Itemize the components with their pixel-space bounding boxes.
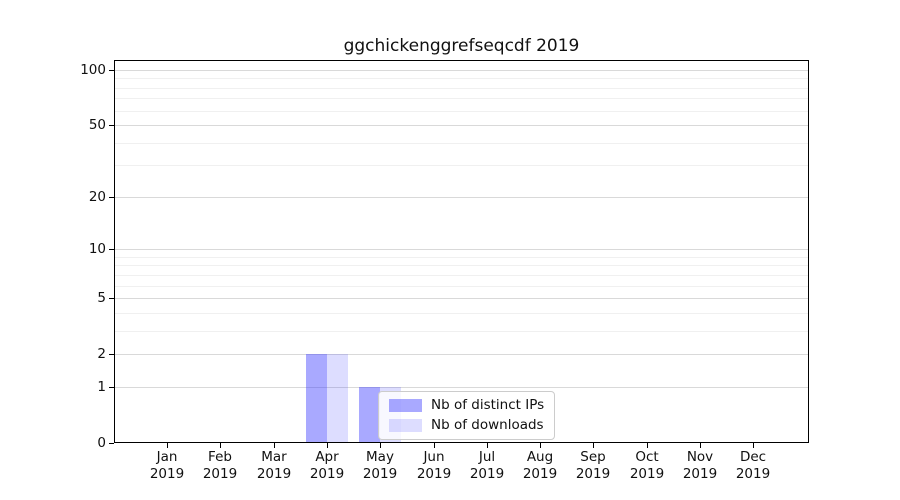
gridline-major: [115, 387, 808, 388]
gridline-minor: [115, 88, 808, 89]
legend-swatch-distinct-ips: [389, 399, 422, 412]
gridline-minor: [115, 313, 808, 314]
x-axis-tick: [593, 443, 594, 448]
x-axis-tick: [540, 443, 541, 448]
x-axis-tick-label: Dec 2019: [735, 449, 771, 482]
gridline-minor: [115, 286, 808, 287]
gridline-major: [115, 354, 808, 355]
x-axis-tick-label: Apr 2019: [309, 449, 345, 482]
gridline-minor: [115, 331, 808, 332]
x-axis-tick: [647, 443, 648, 448]
x-axis-tick: [167, 443, 168, 448]
x-axis-tick-label: Nov 2019: [682, 449, 718, 482]
x-axis-tick: [380, 443, 381, 448]
x-axis-tick-label: Aug 2019: [522, 449, 558, 482]
y-axis-tick: [109, 354, 114, 355]
y-axis-tick-label: 5: [97, 290, 106, 306]
y-axis-tick-label: 0: [97, 435, 106, 451]
y-axis-tick-label: 2: [97, 346, 106, 362]
y-axis-tick: [109, 387, 114, 388]
x-axis-tick: [487, 443, 488, 448]
x-axis-tick-label: Jun 2019: [416, 449, 452, 482]
gridline-major: [115, 197, 808, 198]
y-axis-tick: [109, 249, 114, 250]
x-axis-tick: [220, 443, 221, 448]
x-axis-tick: [274, 443, 275, 448]
chart-title: ggchickenggrefseqcdf 2019: [343, 36, 580, 56]
legend-label-downloads: Nb of downloads: [431, 417, 544, 433]
y-axis-tick-label: 20: [88, 189, 106, 205]
legend: Nb of distinct IPs Nb of downloads: [378, 391, 556, 440]
y-axis-tick-label: 50: [88, 117, 106, 133]
gridline-major: [115, 70, 808, 71]
legend-item-distinct-ips: Nb of distinct IPs: [389, 398, 544, 413]
legend-label-distinct-ips: Nb of distinct IPs: [431, 397, 545, 413]
gridline-minor: [115, 143, 808, 144]
gridline-minor: [115, 111, 808, 112]
x-axis-tick: [700, 443, 701, 448]
bar-nb-of-downloads-apr: [327, 354, 348, 442]
gridline-minor: [115, 165, 808, 166]
y-axis-tick: [109, 125, 114, 126]
gridline-major: [115, 298, 808, 299]
y-axis-tick: [109, 298, 114, 299]
y-axis-tick: [109, 443, 114, 444]
gridline-minor: [115, 98, 808, 99]
bar-nb-of-distinct-ips-may: [359, 387, 380, 442]
x-axis-tick-label: Mar 2019: [256, 449, 292, 482]
y-axis-tick: [109, 70, 114, 71]
gridline-minor: [115, 78, 808, 79]
y-axis-tick-label: 1: [97, 379, 106, 395]
x-axis-tick-label: Jul 2019: [469, 449, 505, 482]
x-axis-tick: [753, 443, 754, 448]
x-axis-tick: [327, 443, 328, 448]
x-axis-tick-label: Sep 2019: [575, 449, 611, 482]
y-axis-tick: [109, 197, 114, 198]
gridline-minor: [115, 265, 808, 266]
gridline-major: [115, 249, 808, 250]
gridline-major: [115, 125, 808, 126]
gridline-minor: [115, 275, 808, 276]
x-axis-tick-label: Jan 2019: [149, 449, 185, 482]
plot-area-border: [114, 60, 809, 443]
gridline-minor: [115, 257, 808, 258]
legend-swatch-downloads: [389, 419, 422, 432]
bar-nb-of-distinct-ips-apr: [306, 354, 327, 442]
legend-item-downloads: Nb of downloads: [389, 418, 544, 433]
x-axis-tick-label: Feb 2019: [202, 449, 238, 482]
y-axis-tick-label: 10: [88, 241, 106, 257]
x-axis-tick-label: May 2019: [362, 449, 398, 482]
x-axis-tick: [434, 443, 435, 448]
x-axis-tick-label: Oct 2019: [629, 449, 665, 482]
y-axis-tick-label: 100: [80, 62, 106, 78]
